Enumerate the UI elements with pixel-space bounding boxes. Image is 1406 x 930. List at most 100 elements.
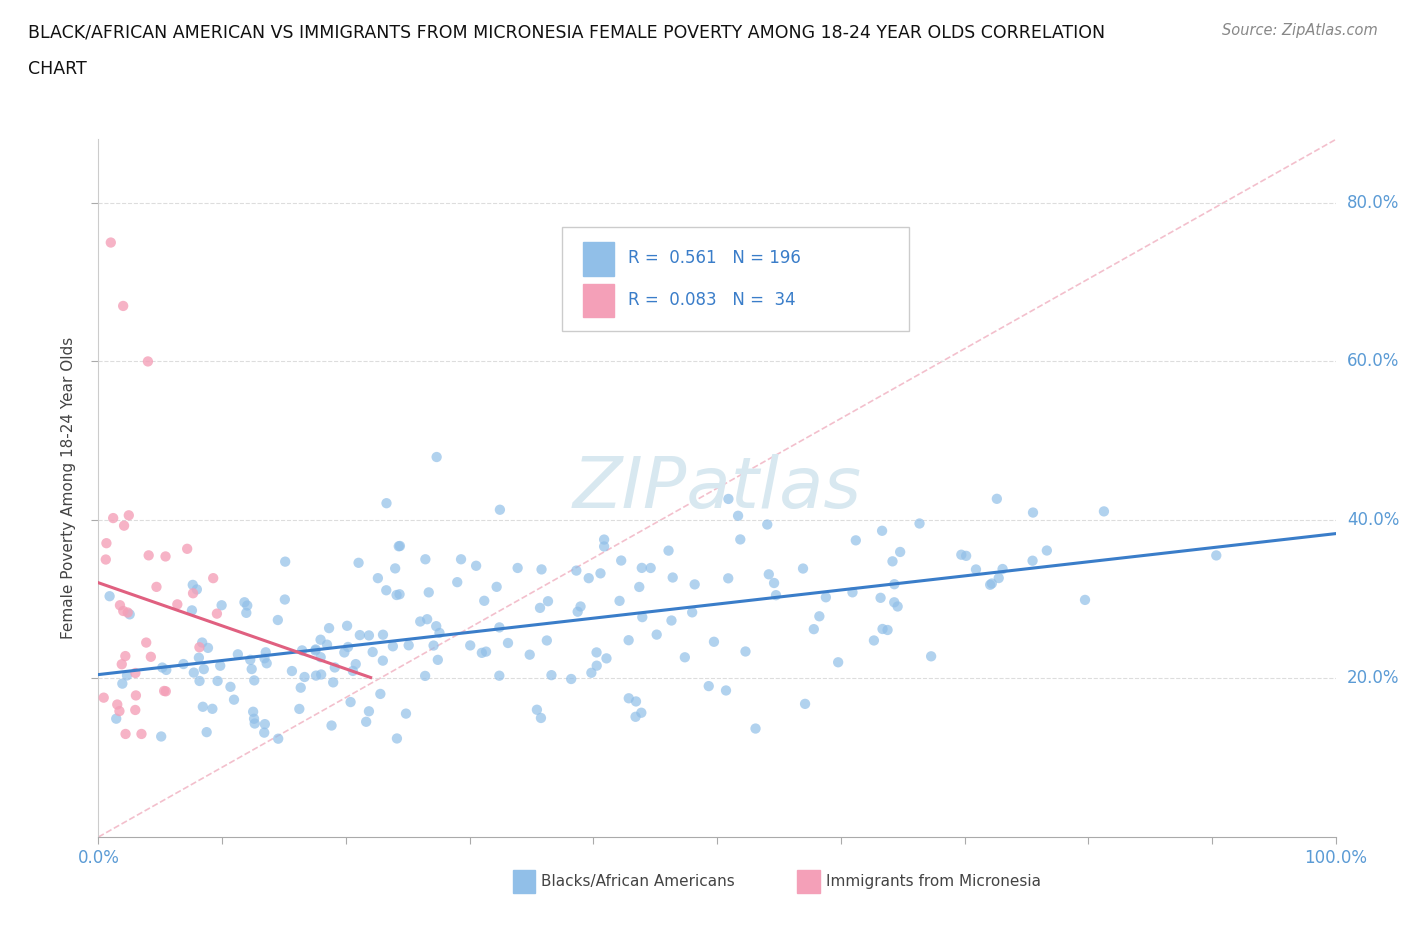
Text: 20.0%: 20.0% bbox=[1347, 670, 1399, 687]
Point bbox=[530, 562, 553, 577]
Point bbox=[955, 549, 977, 564]
Point bbox=[920, 649, 942, 664]
Point bbox=[344, 657, 367, 671]
Point bbox=[1021, 553, 1043, 568]
Point bbox=[112, 604, 135, 618]
Point bbox=[869, 591, 891, 605]
Point bbox=[979, 578, 1001, 592]
Point bbox=[537, 593, 560, 608]
Point bbox=[290, 680, 312, 695]
Point bbox=[202, 571, 225, 586]
Point bbox=[593, 539, 616, 554]
Point bbox=[381, 639, 404, 654]
Text: R =  0.561   N = 196: R = 0.561 N = 196 bbox=[628, 249, 801, 267]
Point bbox=[876, 622, 898, 637]
Point bbox=[530, 711, 553, 725]
FancyBboxPatch shape bbox=[562, 227, 908, 331]
Point bbox=[294, 670, 316, 684]
Point bbox=[108, 704, 131, 719]
Point bbox=[645, 627, 668, 642]
Point bbox=[519, 647, 541, 662]
Point bbox=[792, 561, 814, 576]
Point bbox=[155, 662, 177, 677]
Point bbox=[253, 651, 276, 666]
Point bbox=[274, 592, 297, 607]
Point bbox=[841, 585, 863, 600]
Point bbox=[323, 660, 346, 675]
Point bbox=[661, 570, 683, 585]
Point bbox=[617, 632, 640, 647]
Point bbox=[100, 235, 122, 250]
Text: 40.0%: 40.0% bbox=[1347, 511, 1399, 529]
Point bbox=[243, 716, 266, 731]
Point bbox=[506, 561, 529, 576]
Point bbox=[1036, 543, 1059, 558]
Point bbox=[628, 579, 651, 594]
Point bbox=[630, 561, 652, 576]
Bar bbox=[583, 242, 614, 275]
Point bbox=[93, 690, 115, 705]
Point bbox=[181, 586, 204, 601]
Point bbox=[305, 642, 328, 657]
Point bbox=[1092, 504, 1115, 519]
Point bbox=[371, 653, 394, 668]
Point bbox=[730, 532, 752, 547]
Point bbox=[446, 575, 468, 590]
Point bbox=[118, 508, 141, 523]
Point bbox=[697, 679, 720, 694]
Point bbox=[827, 655, 849, 670]
Point bbox=[744, 721, 766, 736]
Point bbox=[426, 653, 449, 668]
Point bbox=[727, 509, 749, 524]
Point bbox=[624, 694, 647, 709]
Point bbox=[139, 649, 162, 664]
Point bbox=[886, 599, 908, 614]
Point bbox=[950, 547, 973, 562]
Point bbox=[657, 543, 679, 558]
Point bbox=[661, 613, 683, 628]
Point bbox=[1205, 548, 1227, 563]
Point bbox=[458, 638, 481, 653]
Point bbox=[385, 588, 408, 603]
Point bbox=[589, 566, 612, 581]
Point bbox=[375, 496, 398, 511]
Text: 60.0%: 60.0% bbox=[1347, 352, 1399, 370]
Bar bbox=[583, 284, 614, 317]
Point bbox=[631, 610, 654, 625]
Point bbox=[124, 702, 146, 717]
Point bbox=[267, 613, 290, 628]
Point bbox=[172, 657, 194, 671]
Point bbox=[863, 633, 886, 648]
Point bbox=[211, 598, 233, 613]
Point bbox=[872, 621, 894, 636]
Point bbox=[361, 644, 384, 659]
Point bbox=[145, 579, 167, 594]
Point bbox=[703, 634, 725, 649]
Point bbox=[425, 618, 447, 633]
Point bbox=[475, 644, 498, 659]
Point bbox=[111, 676, 134, 691]
Point bbox=[186, 582, 208, 597]
Point bbox=[416, 612, 439, 627]
Point bbox=[138, 548, 160, 563]
Point bbox=[609, 593, 631, 608]
Point bbox=[201, 701, 224, 716]
Point bbox=[105, 698, 128, 712]
Point bbox=[717, 571, 740, 586]
Bar bbox=[513, 870, 536, 893]
Point bbox=[717, 492, 740, 507]
Point bbox=[150, 660, 173, 675]
Point bbox=[339, 695, 361, 710]
Point bbox=[188, 673, 211, 688]
Point bbox=[112, 299, 135, 313]
Point bbox=[193, 662, 215, 677]
Point bbox=[375, 583, 398, 598]
Point bbox=[288, 701, 311, 716]
Point bbox=[540, 668, 562, 683]
Point bbox=[409, 614, 432, 629]
Point bbox=[395, 706, 418, 721]
Point bbox=[1074, 592, 1097, 607]
Point bbox=[207, 673, 229, 688]
Point bbox=[209, 658, 232, 673]
Text: ZIPatlas: ZIPatlas bbox=[572, 454, 862, 523]
